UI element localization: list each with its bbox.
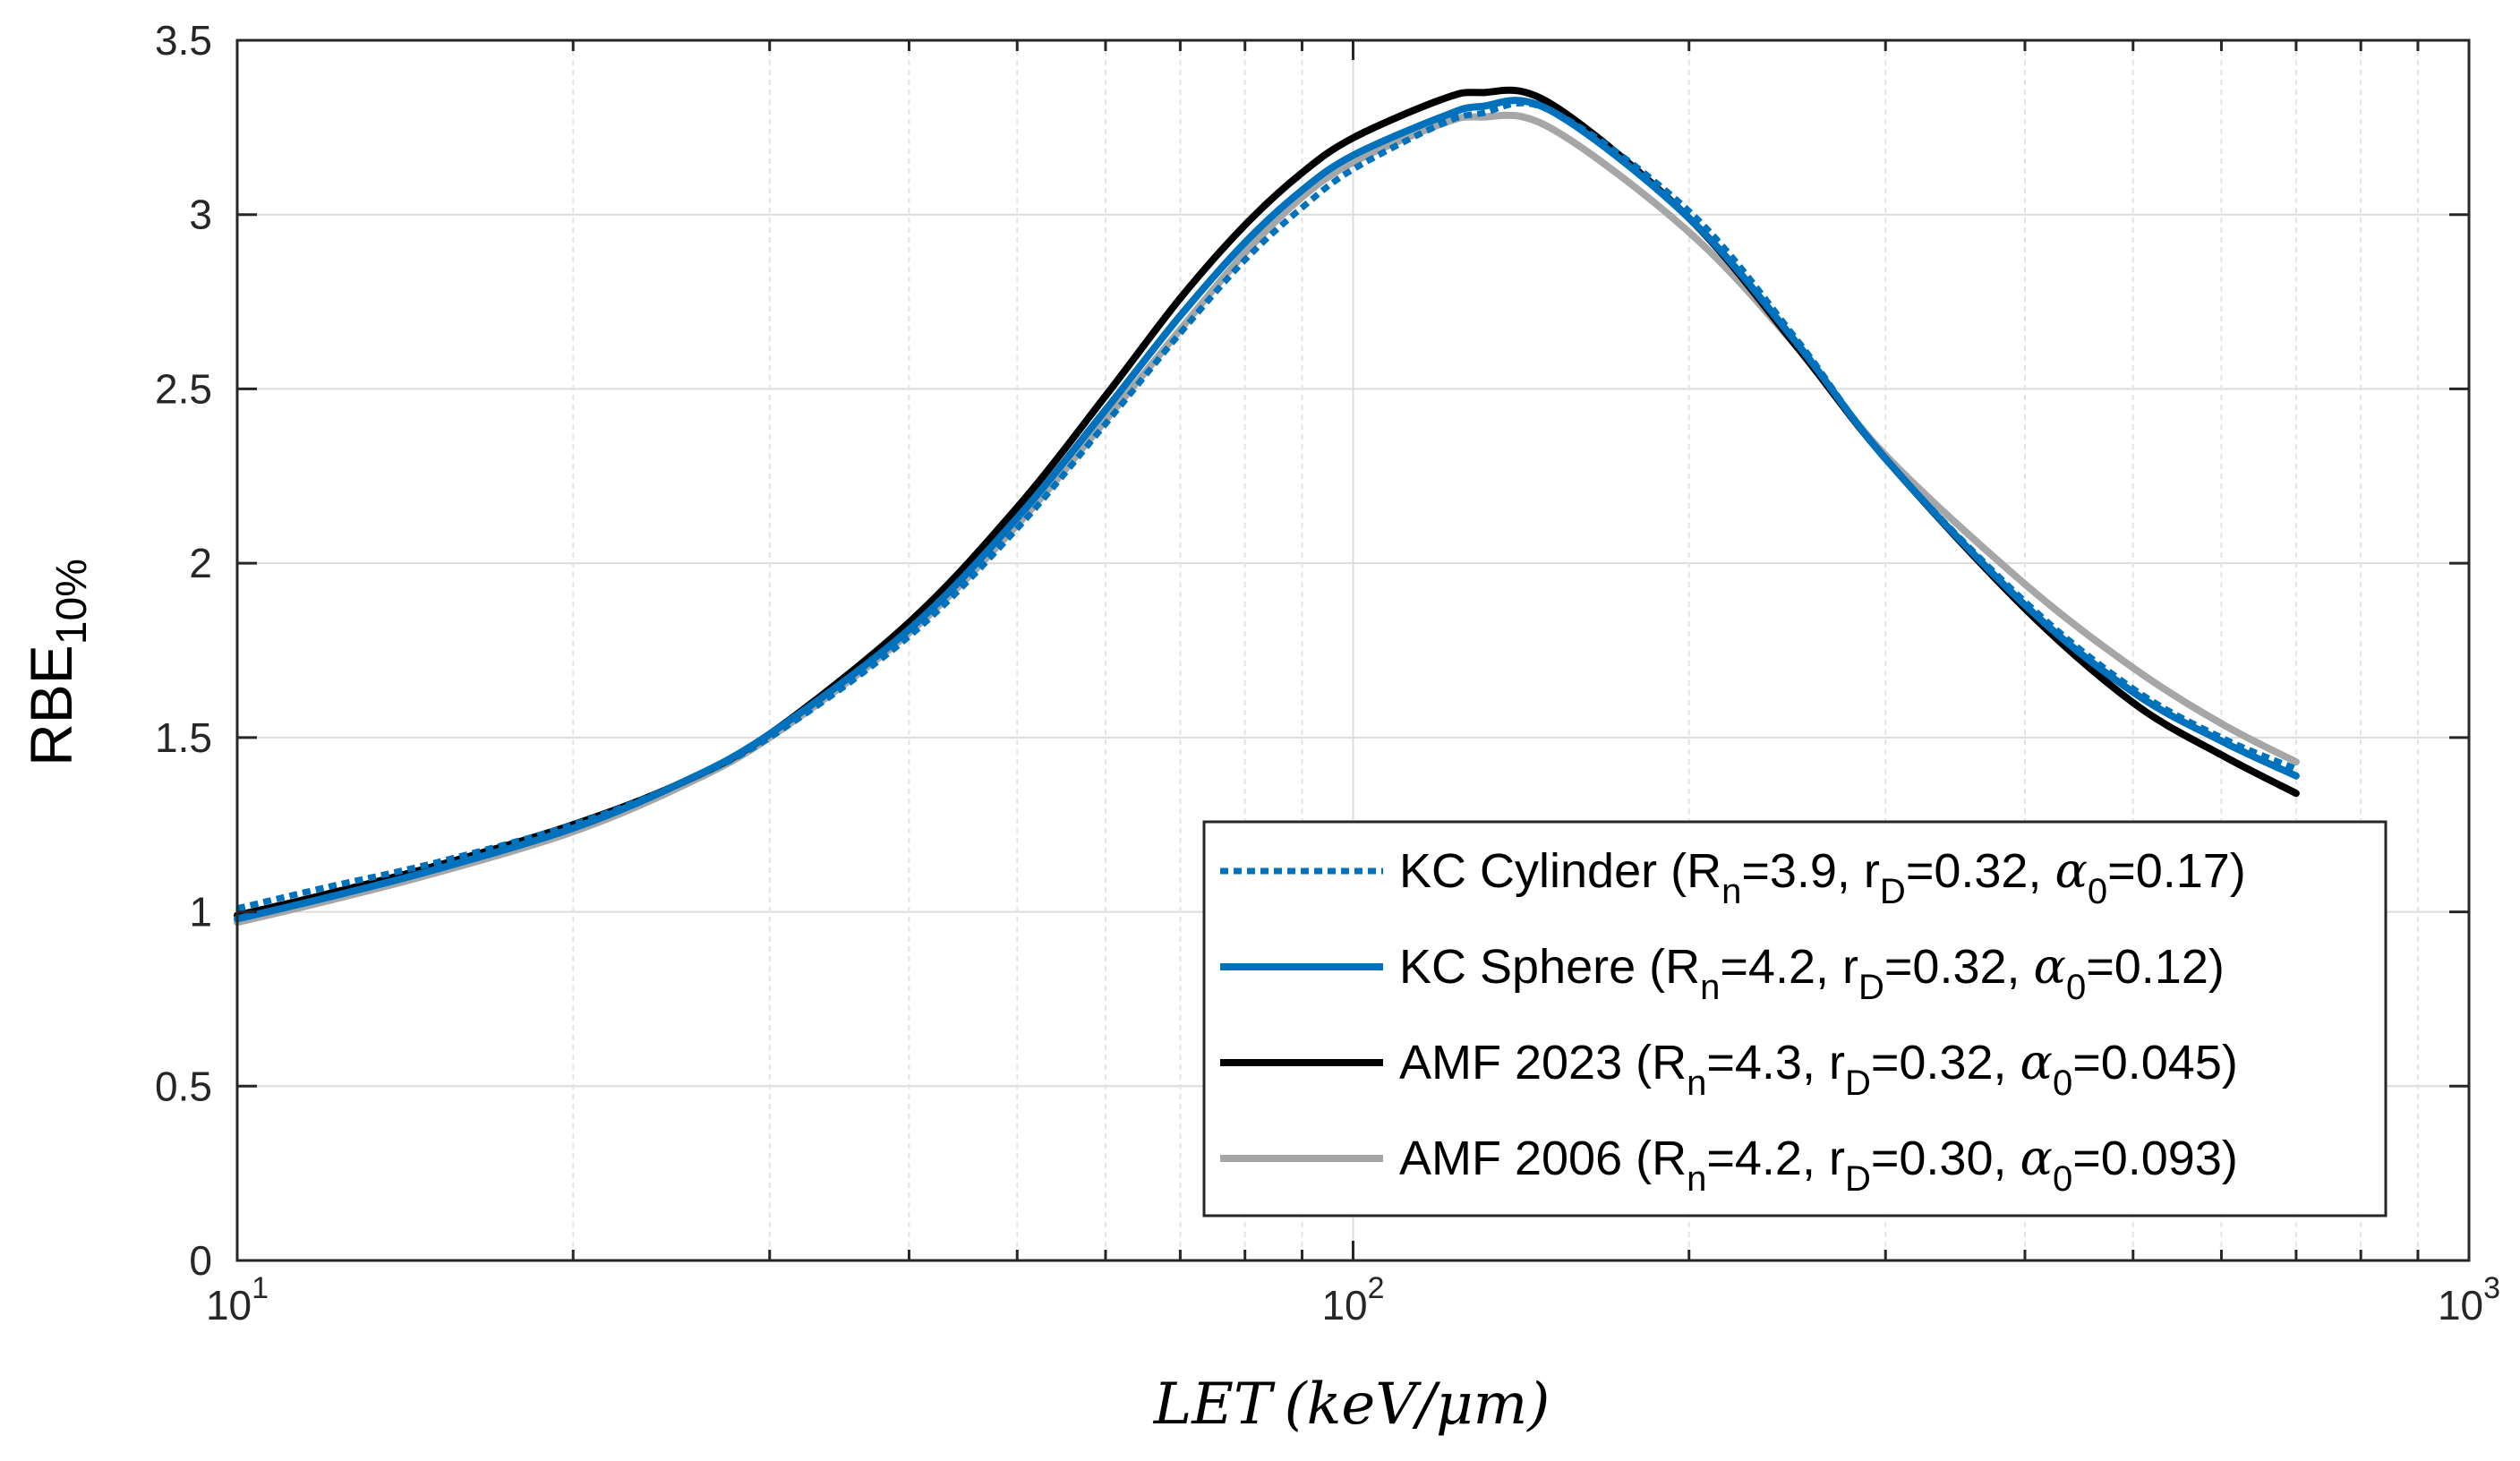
y-tick-label: 0.5 — [155, 1063, 212, 1109]
legend-label-part: =0.32, — [1871, 1036, 2020, 1089]
legend-label-part: α — [2020, 1034, 2052, 1090]
x-axis-label-unit: (keV/μm) — [1285, 1371, 1550, 1438]
legend-label-part: =0.32, — [1906, 844, 2055, 898]
legend-label-part: n — [1700, 968, 1720, 1007]
legend-label-1: KC Sphere (Rn=4.2, rD=0.32, α0=0.12) — [1399, 938, 2225, 1007]
legend-label-part: α — [2034, 938, 2066, 995]
y-tick-label: 2 — [189, 540, 212, 586]
legend-label-part: D — [1880, 872, 1906, 911]
legend-label-part: =0.12) — [2086, 940, 2225, 994]
legend-label-part: =4.3, r — [1706, 1036, 1845, 1089]
legend-label-part: KC Sphere (R — [1399, 940, 1700, 994]
y-axis-label: RBE10% — [18, 559, 96, 766]
y-axis-label-main: RBE — [18, 645, 84, 766]
x-tick-label-exp: 2 — [1368, 1271, 1385, 1305]
series-line-0 — [236, 99, 2298, 912]
x-tick-label-base: 10 — [2438, 1282, 2483, 1329]
legend-label-part: 0 — [2088, 872, 2107, 911]
legend-label-part: =3.9, r — [1741, 844, 1880, 898]
x-axis-label-var: LET — [1153, 1371, 1276, 1438]
y-tick-labels: 0 0.5 1 1.5 2 2.5 3 3.5 — [155, 17, 212, 1284]
x-tick-labels: 101 102 103 — [206, 1271, 2500, 1329]
y-tick-label: 3.5 — [155, 17, 212, 64]
x-tick-label-base: 10 — [1321, 1282, 1367, 1329]
x-axis-label: LET (keV/μm) — [1153, 1371, 1550, 1438]
x-tick-label-exp: 1 — [252, 1271, 269, 1305]
legend-label-part: n — [1721, 872, 1741, 911]
legend-label-part: 0 — [2053, 1064, 2072, 1103]
y-tick-label: 3 — [189, 192, 212, 238]
legend-label-part: D — [1845, 1159, 1871, 1199]
x-tick-label-exp: 3 — [2483, 1271, 2500, 1305]
series-lines — [234, 86, 2300, 927]
legend-label-part: α — [2020, 1130, 2052, 1186]
legend-label-part: n — [1687, 1159, 1706, 1199]
legend-label-part: 0 — [2053, 1159, 2072, 1199]
legend-label-part: =0.17) — [2107, 844, 2246, 898]
legend-label-part: =0.045) — [2072, 1036, 2238, 1089]
x-tick-label: 102 — [1321, 1271, 1384, 1329]
legend-label-part: AMF 2023 (R — [1399, 1036, 1687, 1089]
tick-marks — [235, 38, 2471, 1262]
y-tick-label: 1.5 — [155, 714, 212, 761]
legend-label-2: AMF 2023 (Rn=4.3, rD=0.32, α0=0.045) — [1399, 1034, 2238, 1103]
legend-label-part: AMF 2006 (R — [1399, 1132, 1687, 1185]
legend-label-part: D — [1845, 1064, 1871, 1103]
legend: KC Cylinder (Rn=3.9, rD=0.32, α0=0.17)KC… — [1202, 820, 2388, 1218]
y-axis-label-sub: 10% — [48, 559, 96, 645]
legend-label-part: =0.32, — [1884, 940, 2034, 994]
legend-label-part: D — [1858, 968, 1884, 1007]
x-tick-label: 101 — [206, 1271, 269, 1329]
legend-label-part: 0 — [2066, 968, 2086, 1007]
legend-box — [1202, 820, 2388, 1218]
legend-label-part: =4.2, r — [1720, 940, 1858, 994]
y-tick-label: 2.5 — [155, 365, 212, 412]
legend-label-part: =4.2, r — [1706, 1132, 1845, 1185]
legend-label-0: KC Cylinder (Rn=3.9, rD=0.32, α0=0.17) — [1399, 842, 2246, 911]
legend-label-part: KC Cylinder (R — [1399, 844, 1721, 898]
x-tick-label-base: 10 — [206, 1282, 252, 1329]
legend-label-part: n — [1687, 1064, 1706, 1103]
y-tick-label: 0 — [189, 1237, 212, 1284]
legend-label-part: =0.093) — [2072, 1132, 2238, 1185]
y-tick-label: 1 — [189, 889, 212, 936]
legend-label-part: α — [2054, 842, 2087, 899]
legend-label-part: =0.30, — [1871, 1132, 2020, 1185]
legend-label-3: AMF 2006 (Rn=4.2, rD=0.30, α0=0.093) — [1399, 1130, 2238, 1199]
x-tick-label: 103 — [2438, 1271, 2500, 1329]
